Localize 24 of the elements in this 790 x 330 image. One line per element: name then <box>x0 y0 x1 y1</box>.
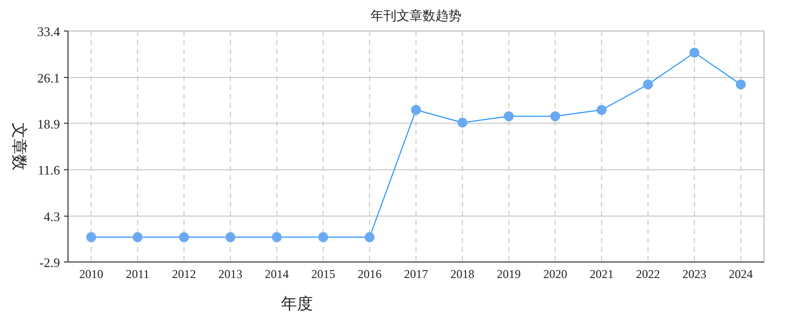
x-tick-label: 2023 <box>682 267 706 281</box>
x-tick-label: 2015 <box>311 267 336 281</box>
y-tick-label: 26.1 <box>37 70 60 86</box>
chart-title: 年刊文章数趋势 <box>370 8 462 23</box>
x-tick-label: 2011 <box>126 267 150 281</box>
x-tick-label: 2018 <box>450 267 474 281</box>
x-tick-label: 2020 <box>543 267 568 281</box>
x-tick-label: 2019 <box>496 267 521 281</box>
x-tick-label: 2016 <box>358 267 382 281</box>
x-tick-label: 2017 <box>404 267 428 281</box>
x-tick-label: 2021 <box>590 267 614 281</box>
x-tick-label: 2010 <box>79 267 104 281</box>
y-tick-label: 33.4 <box>37 24 60 39</box>
y-axis-title: 文章数 <box>10 122 28 170</box>
x-tick-label: 2022 <box>636 267 660 281</box>
x-tick-label: 2012 <box>172 267 196 281</box>
y-tick-label: 4.3 <box>44 209 60 224</box>
x-tick-label: 2013 <box>218 267 242 281</box>
y-tick-label: 11.6 <box>38 162 60 178</box>
x-axis-title: 年度 <box>281 295 313 313</box>
x-tick-label: 2024 <box>728 267 753 281</box>
y-tick-label: 18.9 <box>37 116 60 132</box>
y-tick-label: -2.9 <box>39 255 60 270</box>
x-tick-label: 2014 <box>264 267 289 281</box>
